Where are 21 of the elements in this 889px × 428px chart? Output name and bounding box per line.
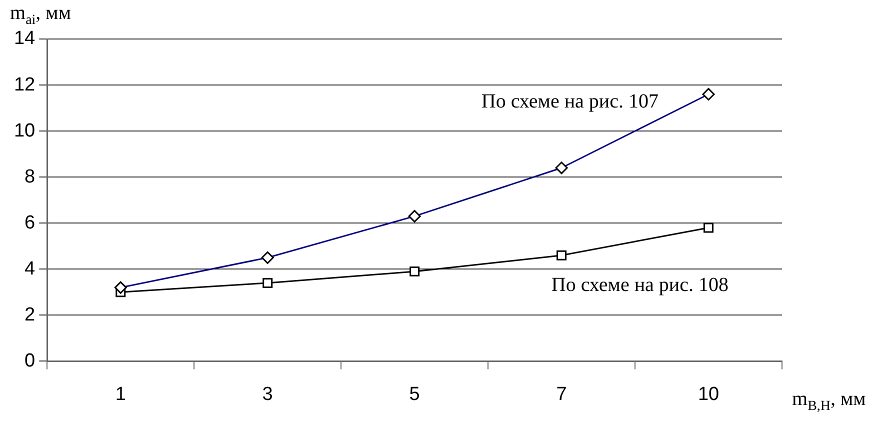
series-label: По схеме на рис. 108: [551, 274, 729, 296]
point: [704, 222, 714, 233]
y-tick-label: 4: [24, 258, 36, 280]
series-label: По схеме на рис. 107: [481, 90, 659, 112]
y-tick-label: 14: [14, 28, 36, 50]
y-tick-label: 0: [24, 350, 36, 372]
y-tick-label: 10: [14, 120, 36, 142]
point: [262, 278, 273, 288]
y-tick-label: 2: [24, 304, 36, 326]
x-tick-label: 1: [115, 384, 126, 405]
y-tick-label: 8: [24, 166, 36, 188]
y-axis-title: m$_{ai}$, мм: [10, 2, 71, 29]
point: [556, 250, 567, 260]
x-tick-label: 3: [262, 384, 273, 405]
x-tick-label: 5: [409, 384, 420, 405]
y-tick-label: 6: [24, 212, 36, 234]
y-tick-label: 12: [14, 74, 36, 96]
point: [410, 266, 420, 276]
x-tick-label: 7: [556, 384, 567, 405]
x-axis-title: m$_{В,Н}$, мм: [792, 388, 866, 415]
x-tick-label: 10: [698, 384, 720, 405]
